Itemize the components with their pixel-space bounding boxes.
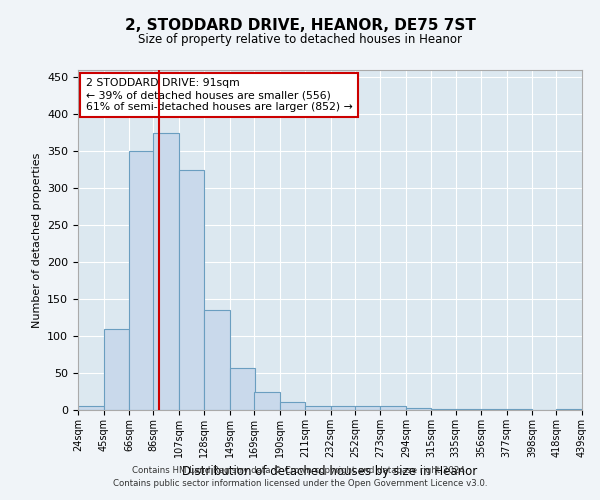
X-axis label: Distribution of detached houses by size in Heanor: Distribution of detached houses by size …	[182, 466, 478, 478]
Text: 2, STODDARD DRIVE, HEANOR, DE75 7ST: 2, STODDARD DRIVE, HEANOR, DE75 7ST	[125, 18, 475, 32]
Bar	[556, 408, 582, 410]
Bar	[305, 406, 331, 410]
Bar	[153, 133, 179, 410]
Bar	[331, 406, 356, 410]
Bar	[380, 406, 406, 410]
Bar	[129, 152, 155, 410]
Bar	[280, 402, 305, 410]
Bar	[431, 408, 457, 410]
Text: Contains HM Land Registry data © Crown copyright and database right 2024.
Contai: Contains HM Land Registry data © Crown c…	[113, 466, 487, 487]
Text: Size of property relative to detached houses in Heanor: Size of property relative to detached ho…	[138, 32, 462, 46]
Bar	[104, 328, 129, 410]
Bar	[406, 408, 431, 410]
Bar	[78, 406, 104, 410]
Bar	[179, 170, 205, 410]
Bar	[355, 406, 380, 410]
Bar	[205, 310, 230, 410]
Bar	[230, 368, 256, 410]
Bar	[254, 392, 280, 410]
Y-axis label: Number of detached properties: Number of detached properties	[32, 152, 41, 328]
Text: 2 STODDARD DRIVE: 91sqm
← 39% of detached houses are smaller (556)
61% of semi-d: 2 STODDARD DRIVE: 91sqm ← 39% of detache…	[86, 78, 352, 112]
